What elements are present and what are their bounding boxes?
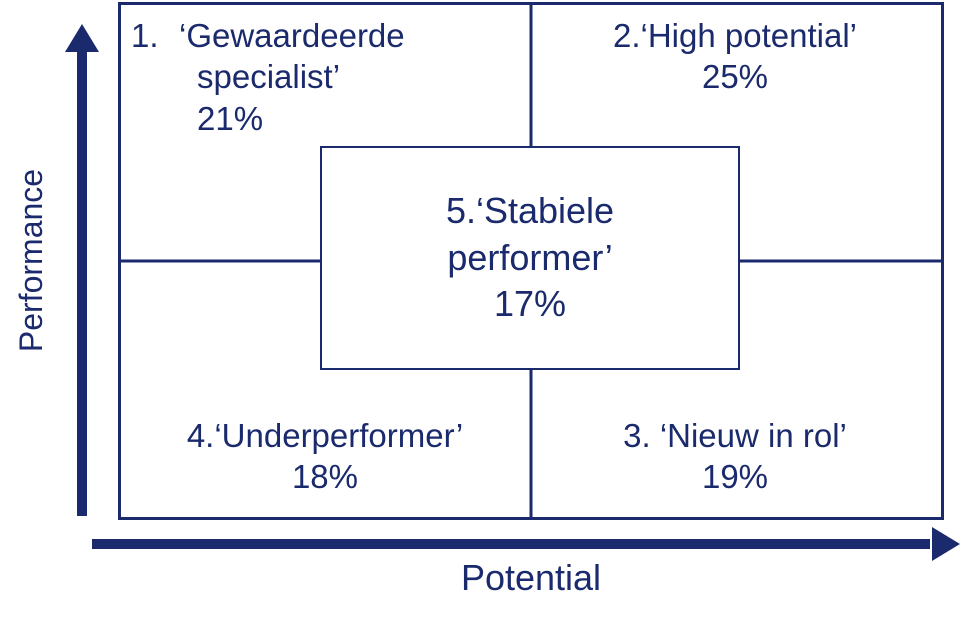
x-axis-arrow bbox=[92, 535, 958, 553]
quadrant-br-pct: 19% bbox=[623, 456, 847, 497]
quadrant-br-label: 3. ‘Nieuw in rol’ bbox=[623, 415, 847, 456]
quadrant-tr-pct: 25% bbox=[541, 56, 929, 97]
quadrant-bl-label: 4.‘Underperformer’ bbox=[187, 415, 463, 456]
arrowhead-right-icon bbox=[932, 527, 960, 561]
center-box: 5.‘Stabiele performer’ 17% bbox=[320, 146, 740, 370]
quadrant-tl-label-line2: specialist’ bbox=[131, 56, 519, 97]
x-axis-shaft bbox=[92, 539, 930, 549]
center-line1: 5.‘Stabiele bbox=[446, 188, 614, 235]
quadrant-tl-label-line1: ‘Gewaardeerde bbox=[179, 15, 405, 56]
quadrant-tl-number: 1. bbox=[131, 15, 179, 56]
matrix-canvas: Performance 1.‘Gewaardeerde specialist’ … bbox=[0, 0, 969, 634]
y-axis-label: Performance bbox=[8, 0, 56, 520]
y-axis-text: Performance bbox=[14, 168, 51, 351]
arrowhead-up-icon bbox=[65, 24, 99, 52]
center-pct: 17% bbox=[446, 281, 614, 328]
quadrant-tr-label: 2.‘High potential’ bbox=[541, 15, 929, 56]
y-axis-arrow bbox=[73, 26, 91, 516]
y-axis-shaft bbox=[77, 48, 87, 516]
quadrant-bl-pct: 18% bbox=[187, 456, 463, 497]
center-line2: performer’ bbox=[446, 235, 614, 282]
quadrant-tl-pct: 21% bbox=[131, 98, 519, 139]
x-axis-text: Potential bbox=[461, 557, 601, 598]
x-axis-label: Potential bbox=[118, 557, 944, 599]
